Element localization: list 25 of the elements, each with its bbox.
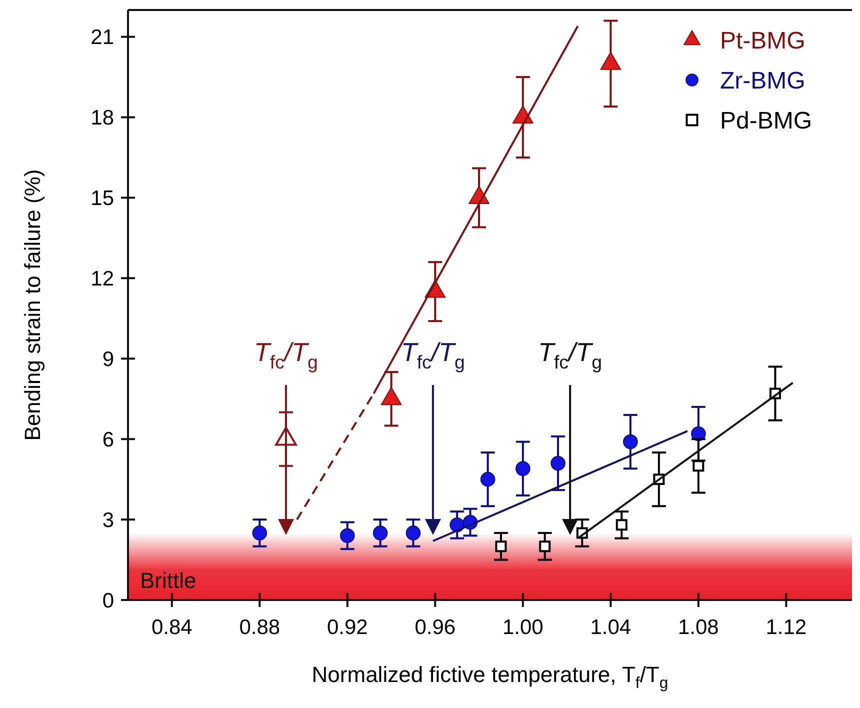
x-tick-label: 1.04 — [590, 616, 632, 639]
x-tick-label: 0.88 — [239, 616, 280, 639]
y-tick-label: 6 — [102, 428, 114, 452]
x-tick-label: 1.08 — [678, 616, 719, 639]
y-tick-label: 18 — [90, 106, 114, 130]
x-tick-label: 1.12 — [766, 616, 807, 639]
x-axis-title: Normalized fictive temperature, T$_{f}$/T$_{g}$ — [312, 662, 668, 692]
y-tick-label: 9 — [102, 348, 114, 371]
x-tick-label: 0.84 — [151, 616, 193, 639]
legend-label: Zr-BMG — [720, 67, 806, 94]
y-axis-title: Bending strain to failure (%) — [20, 169, 45, 441]
y-tick-label: 15 — [90, 187, 114, 210]
y-tick-label: 3 — [102, 508, 114, 532]
x-tick-label: 0.96 — [414, 616, 456, 639]
x-tick-label: 1.00 — [502, 616, 544, 639]
x-tick-label: 0.92 — [326, 616, 368, 639]
y-tick-label: 12 — [90, 268, 114, 291]
ref-line-label: T$_{fc}$/T$_{g}$ — [400, 337, 465, 372]
band-label: Brittle — [140, 568, 196, 593]
legend-label: Pt-BMG — [720, 27, 806, 54]
ref-line-label: T$_{fc}$/T$_{g}$ — [538, 337, 602, 372]
legend-label: Pd-BMG — [720, 107, 812, 134]
ref-line-label: T$_{fc}$/T$_{g}$ — [254, 337, 318, 372]
y-tick-label: 0 — [102, 589, 114, 612]
y-tick-label: 21 — [90, 26, 114, 50]
